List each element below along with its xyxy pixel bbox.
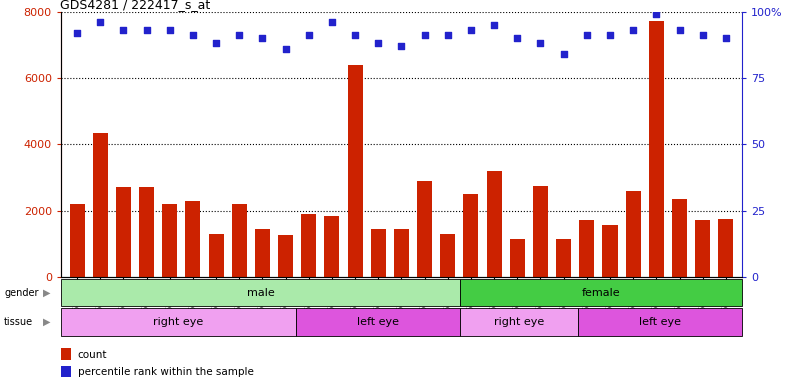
Point (209, 40, 222, 46)
Bar (579, 220, 594, 277)
Text: gender: gender (4, 288, 39, 298)
Bar (533, 185, 548, 277)
Point (696, 32, 709, 38)
Bar (460, 308, 577, 336)
Bar (510, 239, 525, 277)
Bar (162, 204, 178, 277)
Bar (92, 132, 108, 277)
Point (117, 27, 130, 33)
Bar (417, 181, 432, 277)
Text: right eye: right eye (153, 317, 204, 327)
Text: ▶: ▶ (43, 317, 50, 327)
Bar (139, 187, 154, 277)
Bar (301, 214, 316, 277)
Bar (556, 239, 571, 277)
Point (279, 46, 292, 52)
Point (349, 32, 362, 38)
Bar (70, 204, 84, 277)
Bar (463, 194, 478, 277)
Bar (371, 229, 386, 277)
Bar (186, 200, 200, 277)
Bar (672, 199, 687, 277)
Point (487, 22, 500, 28)
Text: ▶: ▶ (43, 288, 50, 298)
Point (303, 32, 315, 38)
Bar (625, 190, 641, 277)
Text: tissue: tissue (4, 317, 33, 327)
Point (650, 11, 663, 17)
Point (465, 27, 478, 33)
Point (94, 19, 107, 25)
Point (511, 35, 524, 41)
Point (418, 32, 431, 38)
Point (627, 27, 640, 33)
Bar (61, 279, 460, 306)
Point (233, 32, 246, 38)
Bar (232, 204, 247, 277)
Text: percentile rank within the sample: percentile rank within the sample (78, 367, 254, 377)
Point (71, 30, 84, 36)
Text: GDS4281 / 222417_s_at: GDS4281 / 222417_s_at (60, 0, 210, 12)
Point (557, 51, 570, 57)
Bar (603, 225, 617, 277)
Point (673, 27, 686, 33)
Text: male: male (247, 288, 274, 298)
Bar (487, 171, 502, 277)
Bar (394, 229, 409, 277)
Bar (116, 187, 131, 277)
Point (441, 32, 454, 38)
Text: left eye: left eye (357, 317, 399, 327)
Bar (719, 219, 733, 277)
Bar (324, 215, 340, 277)
Bar (460, 279, 742, 306)
Text: right eye: right eye (494, 317, 544, 327)
Bar (348, 65, 363, 277)
Point (603, 32, 616, 38)
Point (719, 35, 732, 41)
Point (371, 40, 384, 46)
Point (256, 35, 269, 41)
Bar (208, 234, 224, 277)
Bar (255, 229, 270, 277)
Text: left eye: left eye (639, 317, 681, 327)
Text: female: female (581, 288, 620, 298)
Bar (296, 308, 460, 336)
Bar (440, 234, 455, 277)
Point (581, 32, 594, 38)
Bar (695, 220, 710, 277)
Point (395, 43, 408, 49)
Bar (278, 235, 293, 277)
Bar (61, 308, 296, 336)
Point (163, 27, 176, 33)
Point (534, 40, 547, 46)
Point (325, 19, 338, 25)
Point (140, 27, 153, 33)
Bar (649, 22, 664, 277)
Point (187, 32, 200, 38)
Text: count: count (78, 350, 107, 360)
Bar (577, 308, 742, 336)
